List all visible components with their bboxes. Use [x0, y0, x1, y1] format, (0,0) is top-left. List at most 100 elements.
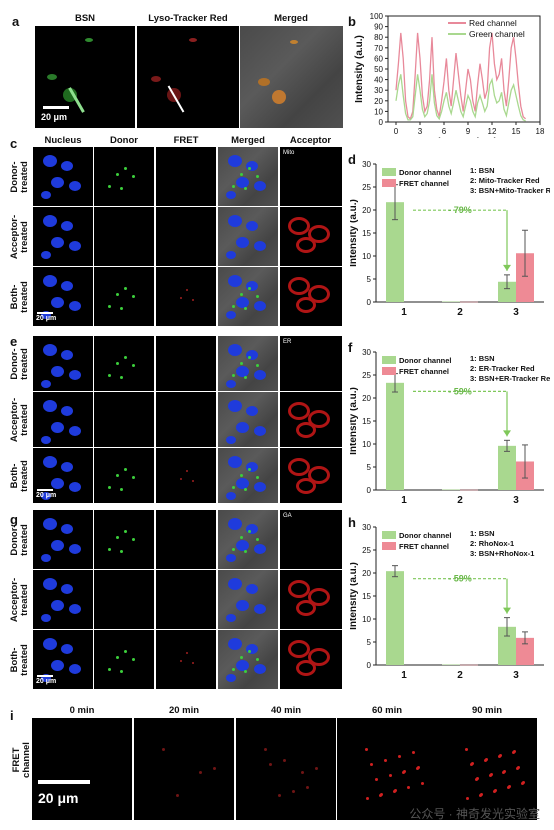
panel-a-merged-image: [240, 26, 343, 128]
panel-i-frame-0: 20 μm: [32, 718, 132, 820]
panel_c-acceptor-acceptor-image: [280, 207, 342, 266]
panel-f-letter: f: [348, 340, 353, 355]
chart-b-ytick-label: 60: [374, 54, 383, 63]
row-label-acceptor: Acceptor- treated: [9, 397, 30, 442]
panel_e-both-merged-image: [218, 448, 278, 503]
bar-ytick-label: 15: [362, 229, 371, 238]
chart-b-xlabel: Distance (μm): [431, 137, 497, 138]
chart-b-ytick-label: 30: [374, 86, 383, 95]
panel_c-both-fret-image: [156, 267, 216, 326]
panel_g-both-fret-image: [156, 630, 216, 689]
bar-0-1: [442, 489, 460, 491]
bar-legend-item: 3: BSN+RhoNox-1: [470, 549, 534, 558]
bar-ytick-label: 20: [362, 394, 371, 403]
panel_g-acceptor-fret-image: [156, 570, 216, 629]
panel_g-both-donor-image: [94, 630, 154, 689]
panel_c-donor-merged-image: [218, 147, 278, 206]
bar-category-label: 3: [513, 670, 519, 681]
bar-0-0: [386, 382, 404, 490]
bar-1-2: [516, 253, 534, 302]
panel_c-acceptor-merged-image: [218, 207, 278, 266]
panel-a-lyso-image: [137, 26, 239, 128]
panel_e-organelle-tag: ER: [283, 339, 292, 345]
panel_g-scalebar-label: 20 μm: [36, 678, 57, 685]
panel-a-letter: a: [12, 14, 20, 29]
panel_c-organelle-tag: Mito: [283, 150, 295, 156]
panel_g-scalebar: [37, 675, 53, 677]
bar-ytick-label: 25: [362, 183, 371, 192]
panel_e-donor-acceptor-image: ER: [280, 336, 342, 391]
row-label-both: Both- treated: [9, 459, 30, 492]
panel_e-both-fret-image: [156, 448, 216, 503]
row-label-donor: Donor- treated: [9, 347, 30, 380]
header-merged: Merged: [231, 135, 265, 146]
panel_c-scalebar: [37, 312, 53, 314]
panel-i-letter: i: [10, 708, 14, 723]
panel_c-donor-acceptor-image: Mito: [280, 147, 342, 206]
bar-annotation-arrowhead: [503, 607, 511, 614]
bar-annotation-label: - 59%: [448, 386, 472, 396]
panel_g-organelle-tag: GA: [283, 513, 292, 519]
bar-category-label: 2: [457, 670, 463, 681]
panel_g-both-merged-image: [218, 630, 278, 689]
panel_e-donor-merged-image: [218, 336, 278, 391]
panel-e-letter: e: [10, 334, 18, 349]
panel_g-acceptor-donor-image: [94, 570, 154, 629]
bar-ytick-label: 0: [367, 486, 372, 495]
panel-h-bar-chart: 0 5 10 15 20 25 30 Intensity (a.u.) 1 2 3 Donor cha…: [350, 523, 544, 681]
bar-ytick-label: 10: [362, 615, 371, 624]
chart-b-xtick-label: 3: [418, 127, 423, 136]
panel-a-scalebar-label: 20 μm: [41, 112, 68, 122]
bar-legend-label: FRET channel: [399, 179, 449, 188]
chart-b-legend-label: Green channel: [469, 29, 525, 39]
bar-legend-label: Donor channel: [399, 356, 452, 365]
bar-legend-label: Donor channel: [399, 531, 452, 540]
bar-legend-swatch: [382, 367, 396, 375]
bar-ytick-label: 10: [362, 252, 371, 261]
bar-0-0: [386, 202, 404, 302]
chart-b-ytick-label: 0: [379, 118, 384, 127]
panel_c-acceptor-fret-image: [156, 207, 216, 266]
bar-ylabel: Intensity (a.u.): [350, 562, 359, 630]
bar-ytick-label: 5: [367, 638, 372, 647]
bar-ytick-label: 30: [362, 160, 371, 169]
chart-b-xtick-label: 12: [488, 127, 497, 136]
bar-legend-item: 1: BSN: [470, 166, 495, 175]
bar-ytick-label: 30: [362, 348, 371, 357]
panel_g-both-nucleus-image: 20 μm: [33, 630, 93, 689]
bar-ylabel: Intensity (a.u.): [350, 387, 359, 455]
chart-b-xtick-label: 0: [394, 127, 399, 136]
chart-b-ytick-label: 10: [374, 107, 383, 116]
bar-legend-item: 2: Mito-Tracker Red: [470, 176, 540, 185]
chart-b-ytick-label: 50: [374, 65, 383, 74]
panel_c-acceptor-donor-image: [94, 207, 154, 266]
header-acceptor: Acceptor: [289, 135, 332, 146]
chart-b-ytick-label: 90: [374, 23, 383, 32]
bar-annotation-arrowhead: [503, 264, 511, 271]
panel-a-bsn-image: 20 μm: [35, 26, 135, 128]
bar-annotation-label: - 59%: [448, 574, 472, 584]
bar-annotation-label: - 79%: [448, 205, 472, 215]
panel-i-row-label: FRET channel: [11, 742, 32, 778]
bar-legend-item: 2: RhoNox-1: [470, 539, 514, 548]
panel-b-letter: b: [348, 14, 356, 29]
bar-legend-label: FRET channel: [399, 542, 449, 551]
bar-0-2: [498, 445, 516, 490]
row-label-both: Both- treated: [9, 643, 30, 676]
panel_e-both-donor-image: [94, 448, 154, 503]
panel_g-acceptor-nucleus-image: [33, 570, 93, 629]
bar-legend-item: 2: ER-Tracker Red: [470, 364, 535, 373]
panel_c-donor-nucleus-image: [33, 147, 93, 206]
row-label-acceptor: Acceptor- treated: [9, 214, 30, 259]
watermark-text: 公众号 · 神奇发光实验室: [409, 807, 540, 821]
panel_c-donor-fret-image: [156, 147, 216, 206]
bar-category-label: 2: [457, 307, 463, 318]
panel_c-scalebar-label: 20 μm: [36, 315, 57, 322]
bar-legend-swatch: [382, 179, 396, 187]
panel_e-donor-nucleus-image: [33, 336, 93, 391]
panel-d-bar-chart: 0 5 10 15 20 25 30 Intensity (a.u.) 1 2 3 Donor cha…: [350, 160, 550, 318]
panel_e-acceptor-fret-image: [156, 392, 216, 447]
panel-a-title-lyso: Lyso-Tracker Red: [148, 13, 228, 24]
panel_g-donor-donor-image: [94, 510, 154, 569]
bar-category-label: 1: [401, 307, 407, 318]
